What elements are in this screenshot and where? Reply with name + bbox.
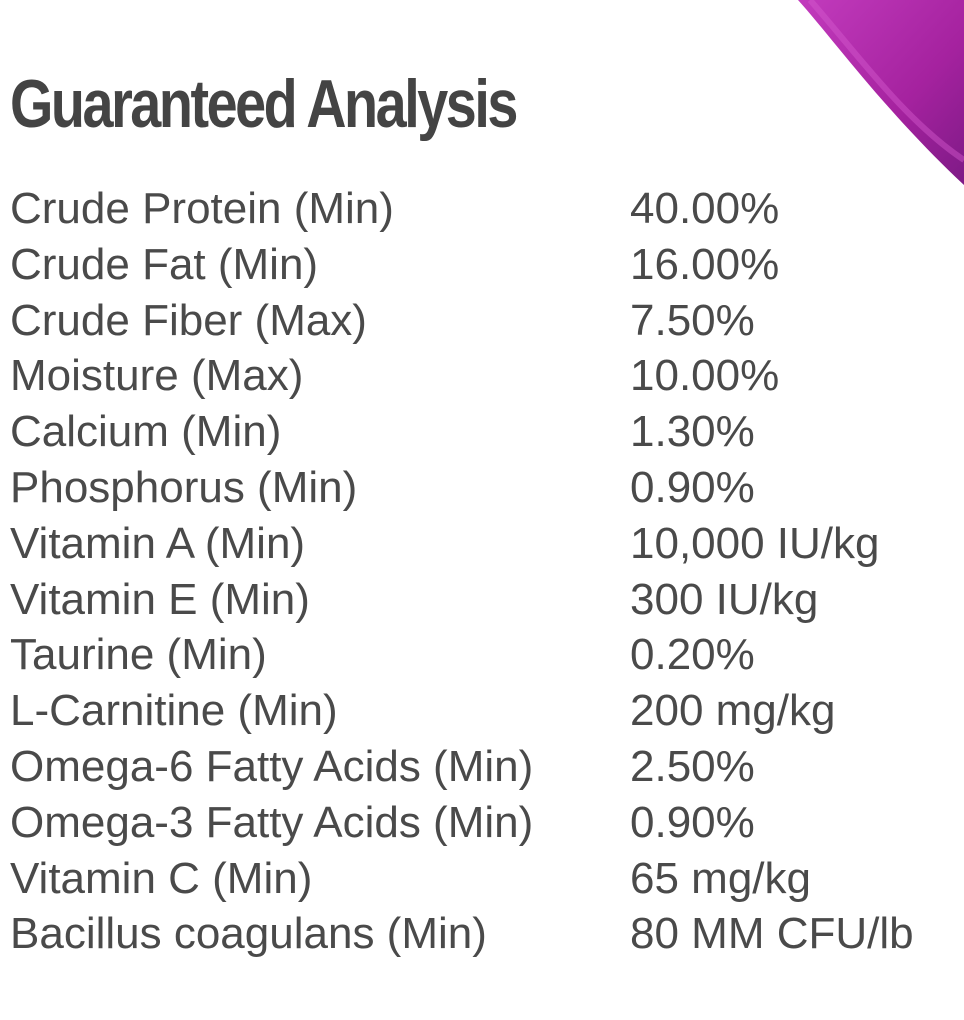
table-row: Crude Fat (Min) 16.00% [10, 237, 950, 293]
nutrient-label: Omega-3 Fatty Acids (Min) [10, 797, 534, 847]
nutrient-label: Moisture (Max) [10, 351, 304, 401]
table-row: Vitamin E (Min) 300 IU/kg [10, 572, 950, 628]
nutrient-value: 300 IU/kg [630, 574, 819, 624]
nutrient-value: 10,000 IU/kg [630, 518, 880, 568]
nutrient-value: 40.00% [630, 184, 780, 233]
nutrient-value: 7.50% [630, 295, 755, 345]
table-row: L-Carnitine (Min) 200 mg/kg [10, 683, 950, 739]
table-row: Bacillus coagulans (Min) 80 MM CFU/lb [10, 906, 950, 962]
table-row: Moisture (Max) 10.00% [10, 348, 950, 404]
guaranteed-analysis-table: Crude Protein (Min) 40.00% Crude Fat (Mi… [10, 181, 950, 962]
nutrient-value: 10.00% [630, 351, 780, 401]
page-title: Guaranteed Analysis [10, 66, 518, 142]
nutrient-label: Omega-6 Fatty Acids (Min) [10, 741, 534, 791]
nutrient-value: 0.90% [630, 462, 755, 512]
nutrient-label: Vitamin C (Min) [10, 853, 313, 903]
nutrient-value: 0.20% [630, 630, 755, 680]
nutrient-label: Crude Fat (Min) [10, 239, 319, 289]
nutrient-value: 80 MM CFU/lb [630, 909, 914, 959]
nutrient-value: 200 mg/kg [630, 686, 836, 736]
nutrient-label: Bacillus coagulans (Min) [10, 909, 487, 959]
nutrient-value: 1.30% [630, 407, 755, 457]
nutrient-label: Vitamin A (Min) [10, 518, 306, 568]
table-row: Phosphorus (Min) 0.90% [10, 460, 950, 516]
nutrient-value: 16.00% [630, 239, 780, 289]
table-row: Omega-6 Fatty Acids (Min) 2.50% [10, 739, 950, 795]
nutrient-label: Crude Fiber (Max) [10, 295, 367, 345]
table-row: Taurine (Min) 0.20% [10, 627, 950, 683]
table-row: Calcium (Min) 1.30% [10, 404, 950, 460]
corner-swoosh-decoration [798, 0, 964, 185]
nutrient-label: Phosphorus (Min) [10, 462, 358, 512]
table-row: Crude Fiber (Max) 7.50% [10, 293, 950, 349]
table-row: Omega-3 Fatty Acids (Min) 0.90% [10, 795, 950, 851]
table-row: Vitamin C (Min) 65 mg/kg [10, 851, 950, 907]
nutrient-label: Vitamin E (Min) [10, 574, 310, 624]
nutrient-label: Crude Protein (Min) [10, 184, 394, 233]
nutrient-value: 65 mg/kg [630, 853, 811, 903]
nutrient-value: 0.90% [630, 797, 755, 847]
table-row: Crude Protein (Min) 40.00% [10, 181, 950, 237]
nutrient-label: L-Carnitine (Min) [10, 686, 338, 736]
table-row: Vitamin A (Min) 10,000 IU/kg [10, 516, 950, 572]
nutrient-label: Calcium (Min) [10, 407, 282, 457]
nutrient-label: Taurine (Min) [10, 630, 267, 680]
nutrient-value: 2.50% [630, 741, 755, 791]
